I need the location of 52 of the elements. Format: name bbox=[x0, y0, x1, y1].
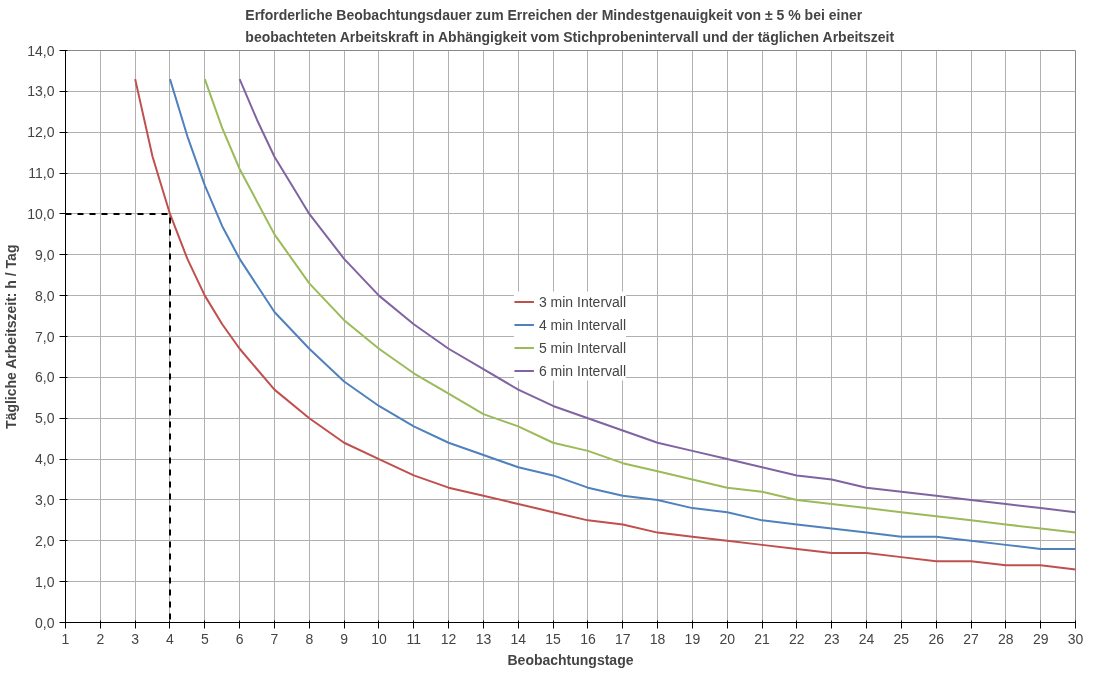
x-tick-label: 7 bbox=[270, 630, 279, 647]
x-tick-label: 30 bbox=[1067, 630, 1084, 647]
y-tick-label: 8,0 bbox=[35, 287, 55, 304]
y-tick-label: 13,0 bbox=[27, 83, 55, 100]
x-tick-label: 12 bbox=[440, 630, 457, 647]
x-tick-label: 22 bbox=[789, 630, 805, 647]
legend-label: 4 min Intervall bbox=[538, 316, 627, 333]
x-axis-title: Beobachtungstage bbox=[507, 651, 634, 668]
y-tick-label: 4,0 bbox=[35, 451, 55, 468]
y-tick-label: 5,0 bbox=[35, 410, 55, 427]
y-tick-label: 9,0 bbox=[35, 246, 55, 263]
y-tick-label: 14,0 bbox=[27, 42, 55, 59]
x-tick-label: 4 bbox=[166, 630, 175, 647]
legend-label: 3 min Intervall bbox=[538, 293, 627, 310]
x-tick-label: 25 bbox=[893, 630, 910, 647]
x-tick-label: 6 bbox=[235, 630, 244, 647]
y-tick-label: 10,0 bbox=[27, 205, 55, 222]
y-tick-label: 3,0 bbox=[35, 491, 55, 508]
x-tick-label: 21 bbox=[754, 630, 771, 647]
y-tick-label: 12,0 bbox=[27, 124, 55, 141]
x-tick-label: 24 bbox=[858, 630, 875, 647]
x-tick-label: 23 bbox=[823, 630, 840, 647]
x-tick-label: 27 bbox=[963, 630, 980, 647]
y-tick-label: 2,0 bbox=[35, 532, 55, 549]
x-tick-label: 8 bbox=[305, 630, 314, 647]
y-tick-label: 11,0 bbox=[28, 165, 55, 182]
legend-label: 6 min Intervall bbox=[538, 362, 627, 379]
y-tick-label: 1,0 bbox=[35, 573, 55, 590]
chart-title: Erforderliche Beobachtungsdauer zum Erreichen der Mindestgenauigkeit von ± 5 % bei einer beobachteten Arbeitskraft in Abhängigkeit vom Stichprobenintervall und der täglichen Arbeitszeit bbox=[245, 7, 895, 46]
legend-label: 5 min Intervall bbox=[538, 339, 627, 356]
y-tick-label: 0,0 bbox=[35, 614, 55, 631]
x-tick-label: 11 bbox=[406, 630, 422, 647]
x-tick-label: 13 bbox=[475, 630, 492, 647]
x-tick-label: 19 bbox=[684, 630, 701, 647]
x-tick-label: 10 bbox=[371, 630, 387, 647]
x-tick-label: 3 bbox=[131, 630, 140, 647]
x-tick-label: 16 bbox=[580, 630, 596, 647]
x-tick-label: 18 bbox=[649, 630, 666, 647]
x-tick-label: 2 bbox=[96, 630, 105, 647]
x-tick-label: 5 bbox=[200, 630, 209, 647]
x-tick-label: 14 bbox=[510, 630, 527, 647]
x-tick-label: 20 bbox=[719, 630, 736, 647]
y-tick-label: 6,0 bbox=[35, 369, 55, 386]
x-tick-label: 1 bbox=[61, 630, 70, 647]
x-tick-label: 28 bbox=[998, 630, 1014, 647]
x-tick-label: 29 bbox=[1032, 630, 1049, 647]
x-tick-label: 17 bbox=[614, 630, 631, 647]
y-axis-title: Tägliche Arbeitszeit: h / Tag bbox=[3, 244, 20, 429]
x-tick-label: 26 bbox=[928, 630, 945, 647]
y-tick-label: 7,0 bbox=[35, 328, 55, 345]
x-tick-label: 9 bbox=[340, 630, 349, 647]
x-tick-label: 15 bbox=[545, 630, 562, 647]
